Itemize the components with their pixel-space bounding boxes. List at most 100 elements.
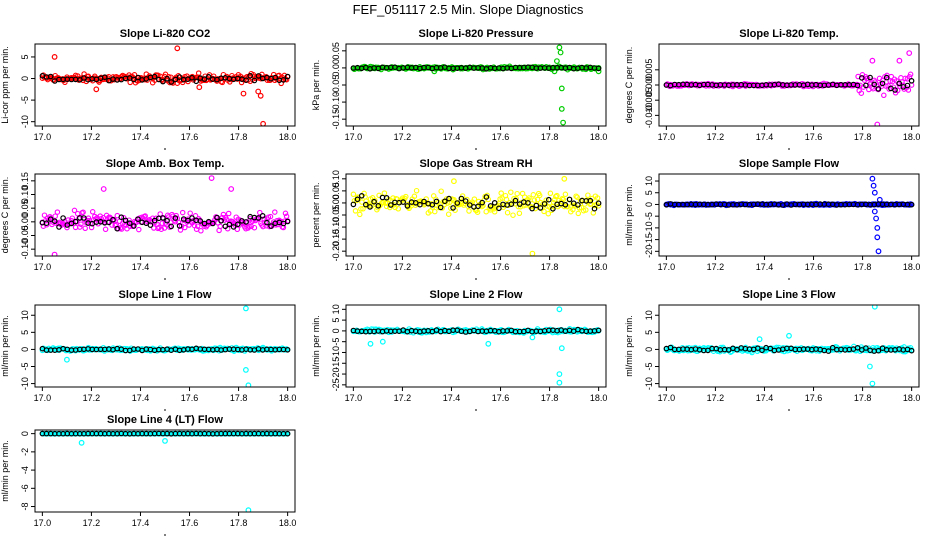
panel-title: Slope Li-820 Pressure [419, 28, 534, 40]
y-tick-label: -0.05 [20, 225, 30, 246]
data-point [175, 73, 182, 79]
mean-point [387, 202, 394, 208]
mean-point [462, 198, 469, 204]
x-tick-label: 17.2 [394, 393, 412, 403]
y-tick-label: 0 [20, 431, 30, 436]
panel-title: Slope Line 2 Flow [430, 289, 523, 301]
data-point [483, 208, 489, 215]
outlier-point [906, 50, 913, 56]
x-tick-label: 18.0 [903, 132, 921, 142]
outlier-point [869, 57, 876, 64]
mean-point [879, 80, 886, 87]
mean-point [354, 196, 361, 203]
x-tick-label: 17.6 [805, 262, 823, 272]
mean-point [429, 202, 436, 208]
y-tick-label: 0.00 [20, 213, 30, 231]
data-point [352, 208, 359, 214]
outlier-point [874, 234, 881, 241]
mean-point [251, 77, 258, 84]
mean-point [404, 203, 411, 209]
data-point [411, 193, 418, 200]
data-point [413, 187, 420, 194]
y-axis-label: Li-cor ppm per min. [0, 46, 10, 124]
y-tick-label: -2 [20, 448, 30, 456]
data-point [883, 83, 889, 89]
mean-point [545, 196, 552, 203]
x-tick-label: 18.0 [590, 132, 608, 142]
mean-point [858, 75, 865, 81]
x-tick-label: 17.6 [492, 393, 510, 403]
mean-point [201, 76, 208, 82]
data-point [516, 210, 523, 217]
mean-point [479, 199, 486, 206]
mean-point [247, 73, 254, 79]
mean-point [168, 223, 175, 230]
data-point [246, 223, 252, 230]
y-tick-label: -10 [20, 377, 30, 390]
outlier-point [78, 439, 85, 446]
outlier-point [871, 189, 878, 196]
x-tick-label: 17.0 [34, 262, 52, 272]
mean-point [214, 214, 220, 221]
y-axis-label: kPa per min. [311, 60, 321, 111]
data-point [594, 195, 601, 201]
outlier-point [558, 345, 565, 352]
x-tick-label: 18.0 [590, 262, 608, 272]
data-point [549, 203, 556, 209]
y-axis-label: ml/min per min. [624, 315, 634, 377]
outlier-point [260, 120, 266, 126]
mean-point [243, 219, 249, 225]
outlier-point [257, 92, 264, 99]
data-point [432, 208, 438, 215]
y-tick-label: 5 [20, 330, 30, 335]
mean-point [863, 345, 869, 351]
data-points [350, 306, 602, 386]
mean-point [147, 222, 154, 228]
mean-point [400, 199, 407, 205]
panel-title: Slope Line 1 Flow [119, 289, 212, 301]
data-point [198, 228, 204, 234]
y-tick-label: -5 [644, 362, 654, 370]
data-point [54, 209, 61, 215]
x-tick-label: 17.4 [443, 262, 461, 272]
outlier-point [162, 438, 168, 444]
mean-point [114, 225, 121, 232]
mean-point [433, 198, 440, 205]
y-tick-label: -0.15 [331, 229, 341, 250]
panel-co2: Slope Li-820 CO2 Li-cor ppm per min. 17.0 1… [0, 28, 296, 150]
outlier-point [100, 186, 107, 192]
data-point [583, 207, 589, 213]
data-point [358, 206, 364, 212]
data-point [572, 203, 578, 209]
mean-point [230, 224, 237, 230]
outlier-point [379, 338, 386, 345]
y-tick-label: 0 [20, 347, 30, 352]
x-tick-label: 17.6 [181, 393, 199, 403]
data-point [357, 211, 363, 218]
mean-point [825, 348, 832, 354]
mean-point [475, 203, 481, 210]
mean-point [255, 73, 262, 79]
x-tick-label: 17.0 [345, 132, 363, 142]
mean-point [908, 78, 915, 84]
data-point [881, 92, 887, 99]
mean-point [875, 347, 882, 354]
y-tick-label: 10 [20, 310, 30, 320]
y-tick-label: -0.20 [331, 241, 341, 262]
mean-point [417, 201, 423, 208]
plot-frame [34, 304, 296, 388]
data-point [448, 205, 454, 212]
data-point [110, 74, 116, 80]
mean-point [193, 78, 200, 85]
y-tick-label: 0 [644, 202, 654, 207]
x-tick-label: 17.4 [756, 262, 774, 272]
mean-point [110, 216, 116, 223]
mean-point [218, 218, 224, 224]
x-tick-label: 17.0 [658, 132, 676, 142]
data-point [173, 212, 179, 219]
plot-frame [658, 304, 920, 388]
x-tick-label: 17.2 [83, 262, 101, 272]
outlier-point [529, 250, 536, 256]
panel-title: Slope Gas Stream RH [419, 158, 532, 170]
x-tick-label: 17.8 [854, 132, 872, 142]
